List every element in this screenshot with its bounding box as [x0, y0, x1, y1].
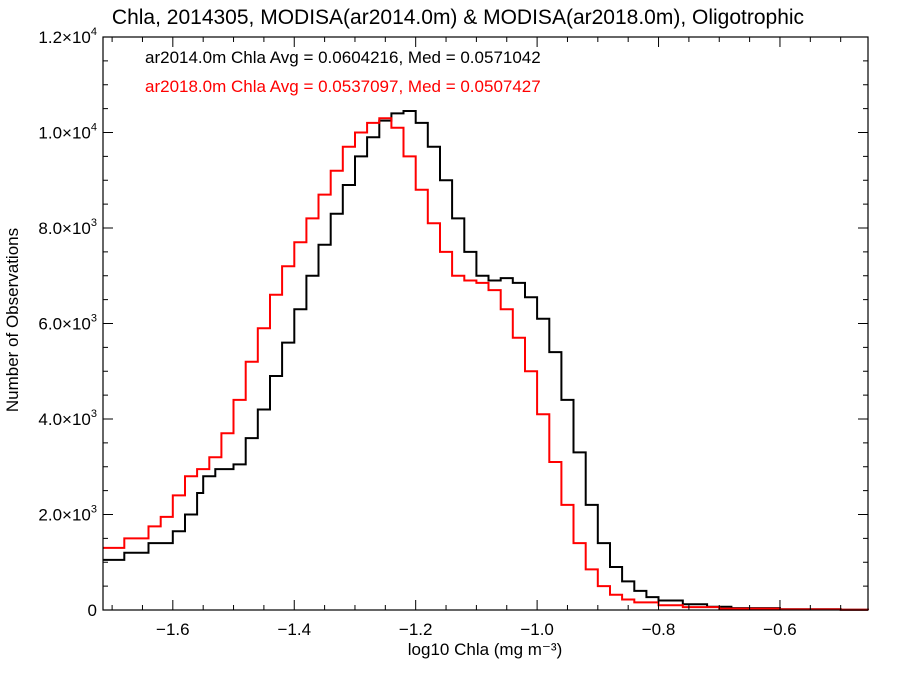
series-line-1 [103, 117, 869, 611]
legend-annotation-ar2014: ar2014.0m Chla Avg = 0.0604216, Med = 0.… [145, 48, 541, 67]
plot-frame [102, 36, 869, 611]
y-axis-label: Number of Observations [3, 228, 22, 412]
x-tick-label: −0.8 [642, 620, 676, 639]
chart-title: Chla, 2014305, MODISA(ar2014.0m) & MODIS… [112, 6, 804, 29]
series-line-0 [103, 110, 869, 611]
x-tick-label: −1.0 [520, 620, 554, 639]
y-tick-label: 4.0×103 [38, 408, 97, 429]
y-tick-label: 0 [88, 601, 97, 620]
x-axis-label: log10 Chla (mg m⁻³) [408, 640, 562, 659]
y-tick-label: 1.2×104 [38, 26, 97, 47]
x-tick-label: −1.6 [156, 620, 190, 639]
y-tick-label: 1.0×104 [38, 122, 97, 143]
x-tick-label: −0.6 [763, 620, 797, 639]
y-tick-label: 6.0×103 [38, 313, 97, 334]
y-tick-label: 8.0×103 [38, 217, 97, 238]
y-tick-label: 2.0×103 [38, 504, 97, 525]
x-tick-label: −1.2 [399, 620, 433, 639]
legend-annotation-ar2018: ar2018.0m Chla Avg = 0.0537097, Med = 0.… [145, 77, 541, 96]
x-tick-label: −1.4 [277, 620, 311, 639]
plot-area [102, 36, 869, 611]
